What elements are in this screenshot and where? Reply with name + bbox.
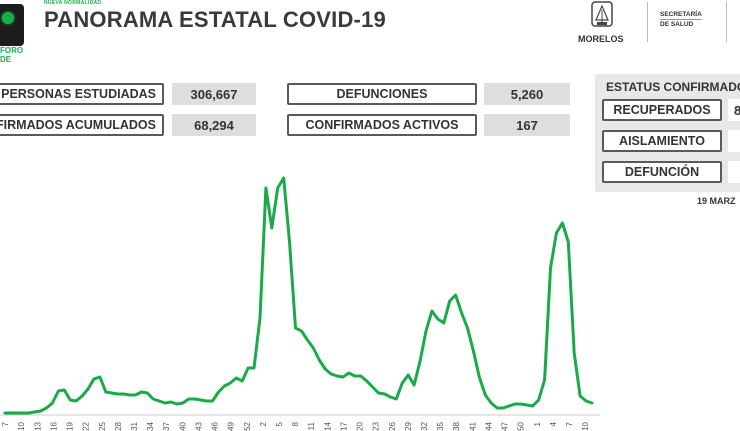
x-tick-label: 20 [356, 421, 365, 430]
aislamiento-label: AISLAMIENTO [602, 130, 722, 152]
logo-text-line2: DE [0, 55, 12, 64]
acumulados-label: CONFIRMADOS ACUMULADOS [0, 114, 164, 136]
x-tick-label: 37 [162, 421, 171, 430]
activos-label: CONFIRMADOS ACTIVOS [287, 114, 477, 136]
x-tick-label: 29 [404, 421, 413, 430]
x-tick-label: 38 [452, 421, 461, 430]
x-tick-label: 49 [227, 421, 236, 430]
recuperados-label: RECUPERADOS [602, 99, 722, 121]
secretaria-line1: SECRETARÍA [660, 11, 702, 18]
header-divider-right [726, 2, 727, 42]
x-tick-label: 7 [1, 421, 10, 426]
x-tick-label: 8 [291, 421, 300, 426]
acumulados-value: 68,294 [172, 114, 256, 136]
defunciones-value: 5,260 [484, 83, 570, 105]
logo-text-line1: FORO [0, 46, 24, 55]
status-title: ESTATUS CONFIRMADOS [606, 80, 740, 94]
x-tick-label: 14 [323, 421, 332, 430]
x-tick-label: 34 [146, 421, 155, 430]
x-tick-label: 31 [130, 421, 139, 430]
x-tick-label: 52 [243, 421, 252, 430]
aislamiento-value [728, 130, 740, 152]
defunciones-label: DEFUNCIONES [287, 83, 477, 105]
x-tick-label: 16 [49, 421, 58, 430]
x-tick-label: 13 [33, 421, 42, 430]
x-tick-label: 1 [533, 421, 542, 426]
x-tick-label: 41 [468, 421, 477, 430]
header-divider [647, 2, 648, 42]
x-tick-label: 25 [98, 421, 107, 430]
logo-text: FORO DE [0, 46, 30, 64]
x-tick-label: 23 [372, 421, 381, 430]
x-tick-label: 10 [17, 421, 26, 430]
traffic-light-icon [2, 12, 14, 24]
foro-logo [0, 4, 24, 46]
x-tick-label: 19 [66, 421, 75, 430]
x-tick-label: 47 [501, 421, 510, 430]
x-tick-label: 17 [339, 421, 348, 430]
x-tick-label: 10 [581, 421, 590, 430]
x-tick-label: 43 [194, 421, 203, 430]
page-subtitle: NUEVA NORMALIDAD [44, 0, 102, 6]
x-tick-label: 5 [275, 421, 284, 426]
morelos-crest-icon [591, 1, 613, 27]
x-tick-label: 26 [388, 421, 397, 430]
estudiadas-value: 306,667 [172, 83, 256, 105]
page-title: PANORAMA ESTATAL COVID-19 [44, 7, 386, 32]
x-tick-label: 35 [436, 421, 445, 430]
x-tick-label: 7 [565, 421, 574, 426]
activos-value: 167 [484, 114, 570, 136]
x-tick-label: 50 [517, 421, 526, 430]
estudiadas-label: PERSONAS ESTUDIADAS [0, 83, 164, 105]
x-tick-label: 4 [549, 421, 558, 426]
x-tick-label: 11 [307, 421, 316, 430]
state-label: MORELOS [578, 34, 624, 44]
x-tick-label: 40 [178, 421, 187, 430]
x-tick-label: 22 [82, 421, 91, 430]
secretaria-line2: DE SALUD [660, 19, 702, 29]
defuncion-value [728, 161, 740, 183]
secretaria-label: SECRETARÍA DE SALUD [660, 10, 702, 29]
series-line [3, 176, 594, 415]
recuperados-value: 8 [728, 99, 740, 121]
x-tick-label: 44 [484, 421, 493, 430]
x-tick-label: 28 [114, 421, 123, 430]
x-tick-label: 46 [211, 421, 220, 430]
report-date: 19 MARZ [697, 196, 736, 206]
x-tick-label: 2 [259, 421, 268, 426]
defuncion-label: DEFUNCIÓN [602, 161, 722, 183]
x-tick-label: 32 [420, 421, 429, 430]
